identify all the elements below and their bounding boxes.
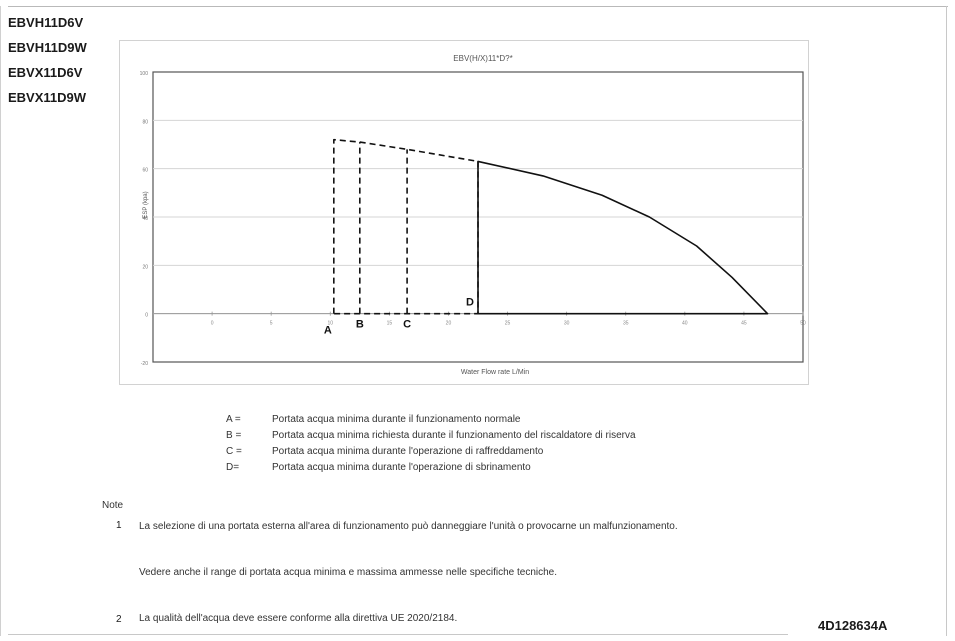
x-tick-label: 20 bbox=[446, 321, 452, 327]
legend-text: Portata acqua minima richiesta durante i… bbox=[272, 430, 636, 441]
model-name: EBVH11D6V bbox=[8, 15, 84, 30]
frame-left-line bbox=[0, 6, 1, 636]
y-tick-label: 40 bbox=[142, 216, 148, 222]
x-tick-label: 30 bbox=[564, 321, 570, 327]
legend-key: B = bbox=[226, 430, 242, 441]
legend-text: Portata acqua minima durante l'operazion… bbox=[272, 462, 531, 473]
point-label-b: B bbox=[356, 319, 364, 331]
x-tick-label: 15 bbox=[387, 321, 393, 327]
y-axis-label: ESP (kpa) bbox=[143, 191, 149, 218]
model-name: EBVX11D6V bbox=[8, 65, 83, 80]
x-tick-label: 25 bbox=[505, 321, 511, 327]
x-tick-label: 0 bbox=[211, 321, 214, 327]
note-text: La qualità dell'acqua deve essere confor… bbox=[139, 613, 458, 624]
x-tick-label: 40 bbox=[682, 321, 688, 327]
x-axis-label: Water Flow rate L/Min bbox=[461, 369, 529, 376]
legend-row-d: D= Portata acqua minima durante l'operaz… bbox=[226, 460, 636, 476]
document-id: 4D128634A bbox=[818, 618, 888, 633]
model-name: EBVX11D9W bbox=[8, 90, 87, 105]
note-number: 2 bbox=[116, 614, 122, 625]
legend-row-b: B = Portata acqua minima richiesta duran… bbox=[226, 428, 636, 444]
y-tick-label: 100 bbox=[140, 71, 149, 77]
solid-envelope-line bbox=[477, 160, 769, 315]
esp-flow-chart: 100 80 60 40 20 0 -20 0 5 10 15 20 25 30 35 40 45 50 EBV(H… bbox=[140, 54, 806, 376]
frame-bottom-line bbox=[8, 634, 788, 635]
x-tick-label: 50 bbox=[800, 321, 806, 327]
chart-title: EBV(H/X)11*D?* bbox=[453, 54, 512, 63]
y-tick-label: 60 bbox=[142, 168, 148, 174]
y-tick-label: 20 bbox=[142, 264, 148, 270]
point-label-c: C bbox=[403, 319, 411, 331]
point-label-a: A bbox=[324, 325, 332, 337]
point-label-d: D bbox=[466, 297, 474, 309]
note-text: La selezione di una portata esterna all'… bbox=[139, 521, 678, 532]
legend-row-a: A = Portata acqua minima durante il funz… bbox=[226, 412, 636, 428]
legend-key: C = bbox=[226, 446, 242, 457]
notes-title: Note bbox=[102, 500, 124, 511]
x-tick-label: 35 bbox=[623, 321, 629, 327]
model-list: EBVH11D6V EBVH11D9W EBVX11D6V EBVX11D9W bbox=[8, 10, 87, 110]
legend-text: Portata acqua minima durante il funziona… bbox=[272, 414, 521, 425]
x-tick-label: 5 bbox=[270, 321, 273, 327]
legend-key: D= bbox=[226, 462, 240, 473]
x-tick-label: 10 bbox=[327, 321, 333, 327]
legend-text: Portata acqua minima durante l'operazion… bbox=[272, 446, 544, 457]
y-tick-label: 80 bbox=[142, 119, 148, 125]
frame-right-line bbox=[946, 6, 947, 636]
note-number: 1 bbox=[116, 520, 122, 531]
chart-container: 100 80 60 40 20 0 -20 0 5 10 15 20 25 30 35 40 45 50 EBV(H… bbox=[119, 40, 809, 385]
frame-top-line bbox=[8, 6, 948, 7]
x-tick-label: 45 bbox=[741, 321, 747, 327]
dashed-envelope-line bbox=[333, 138, 479, 315]
model-name: EBVH11D9W bbox=[8, 40, 87, 55]
note-subtext: Vedere anche il range di portata acqua m… bbox=[139, 567, 557, 578]
y-tick-label: 0 bbox=[145, 313, 148, 319]
y-tick-label: -20 bbox=[141, 361, 148, 367]
legend: A = Portata acqua minima durante il funz… bbox=[226, 412, 636, 476]
legend-row-c: C = Portata acqua minima durante l'opera… bbox=[226, 444, 636, 460]
legend-key: A = bbox=[226, 414, 241, 425]
